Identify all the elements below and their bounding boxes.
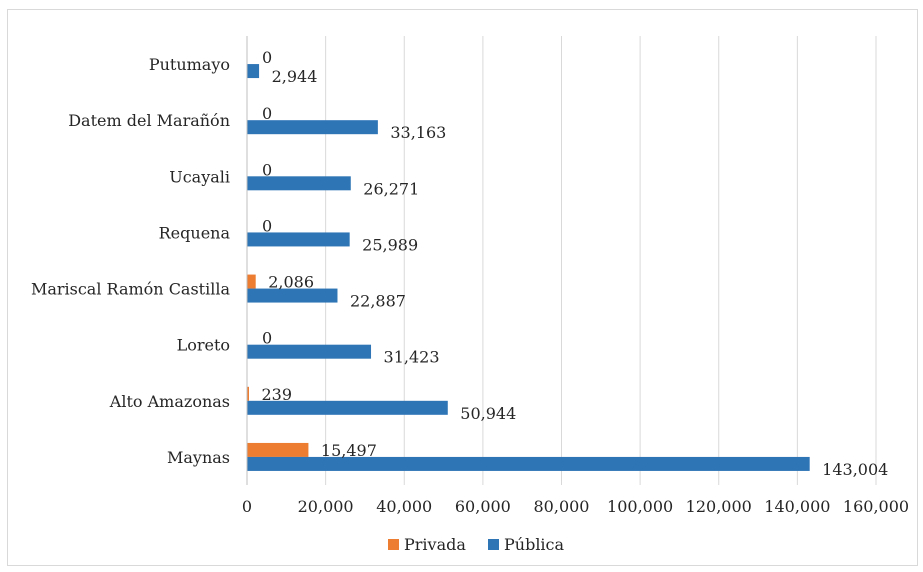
- data-label-publica: 50,944: [460, 404, 516, 423]
- bar-privada: [247, 386, 249, 401]
- x-tick-label: 60,000: [455, 497, 511, 516]
- data-label-privada: 2,086: [268, 273, 314, 292]
- data-label-privada: 239: [262, 385, 293, 404]
- bars: [247, 64, 810, 471]
- legend-label-publica: Pública: [504, 535, 565, 554]
- data-label-publica: 26,271: [363, 179, 419, 198]
- bar-publica: [247, 120, 378, 135]
- grid-lines: [246, 36, 877, 485]
- bar-publica: [247, 232, 350, 247]
- bar-publica: [247, 344, 372, 359]
- category-label: Maynas: [167, 448, 230, 467]
- legend: Privada Pública: [388, 535, 565, 554]
- bar-publica: [247, 400, 448, 415]
- data-label-publica: 33,163: [390, 123, 446, 142]
- chart-area: [7, 9, 918, 566]
- data-label-privada: 0: [262, 160, 272, 179]
- x-tick-label: 160,000: [843, 497, 909, 516]
- x-tick-label: 40,000: [376, 497, 432, 516]
- data-label-privada: 0: [262, 216, 272, 235]
- data-label-publica: 2,944: [272, 67, 318, 86]
- category-labels: Maynas Alto Amazonas Loreto Mariscal Ramón …: [31, 55, 231, 467]
- x-tick-label: 140,000: [764, 497, 830, 516]
- data-label-privada: 0: [262, 48, 272, 67]
- data-labels: 15,497 143,004 239 50,944 0 31,423 2,086 22,887…: [262, 48, 889, 479]
- data-label-publica: 143,004: [822, 460, 888, 479]
- category-label: Loreto: [177, 336, 230, 355]
- category-label: Mariscal Ramón Castilla: [31, 280, 231, 299]
- category-label: Requena: [159, 223, 231, 242]
- category-label: Ucayali: [169, 167, 230, 186]
- x-tick-label: 100,000: [607, 497, 673, 516]
- x-tick-label: 0: [242, 497, 252, 516]
- data-label-privada: 0: [262, 104, 272, 123]
- bar-publica: [247, 456, 810, 471]
- data-label-publica: 31,423: [384, 348, 440, 367]
- category-label: Putumayo: [149, 55, 230, 74]
- data-label-publica: 22,887: [350, 292, 406, 311]
- bar-privada: [247, 274, 256, 289]
- legend-swatch-publica: [488, 539, 499, 550]
- x-tick-label: 80,000: [534, 497, 590, 516]
- x-tick-label: 20,000: [298, 497, 354, 516]
- x-axis-tick-labels: 0 20,000 40,000 60,000 80,000 100,000 120,000 1…: [242, 497, 909, 516]
- bar-publica: [247, 288, 338, 303]
- data-label-publica: 25,989: [362, 235, 418, 254]
- data-label-privada: 15,497: [321, 441, 377, 460]
- legend-swatch-privada: [388, 539, 399, 550]
- data-label-privada: 0: [262, 329, 272, 348]
- legend-label-privada: Privada: [404, 535, 466, 554]
- x-tick-label: 120,000: [686, 497, 752, 516]
- bar-privada: [247, 442, 309, 457]
- category-label: Datem del Marañón: [68, 111, 230, 130]
- bar-publica: [247, 64, 260, 79]
- category-label: Alto Amazonas: [109, 392, 230, 411]
- bar-publica: [247, 176, 351, 191]
